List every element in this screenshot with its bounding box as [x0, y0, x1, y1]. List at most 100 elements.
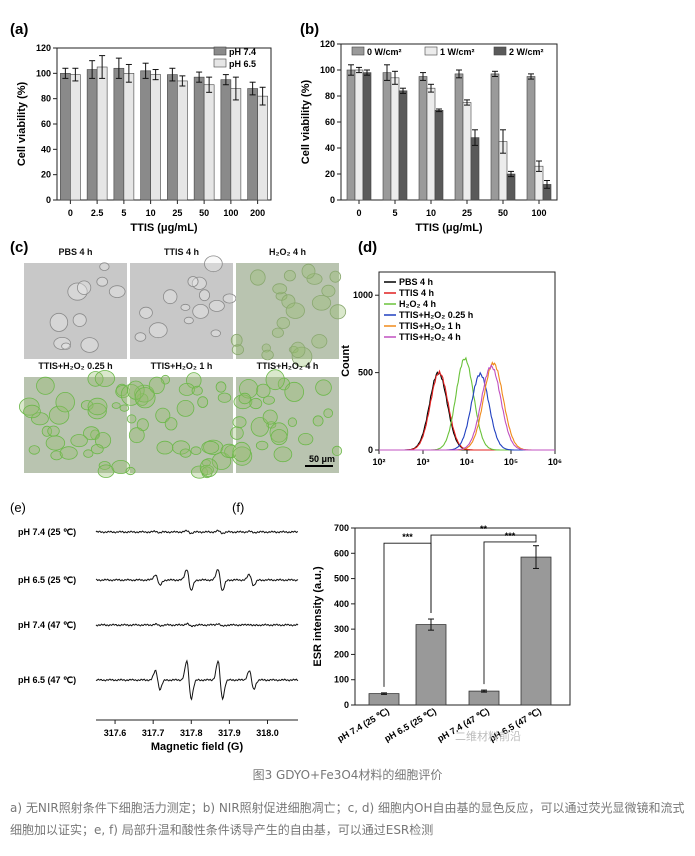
- cell-outline: [285, 302, 305, 319]
- bar: [123, 73, 135, 201]
- panel-label-c: (c): [10, 239, 28, 256]
- y-tick-label: 1000: [353, 290, 373, 300]
- cell-outline: [134, 332, 147, 342]
- cell-outline: [178, 382, 196, 396]
- cell-outline: [231, 344, 244, 356]
- cell-outline: [191, 385, 203, 396]
- bar: [434, 110, 444, 201]
- micrograph-image: TTIS 4 h: [130, 247, 237, 359]
- bar: [230, 88, 242, 201]
- chart-e-esr-spectra: pH 7.4 (25 ℃) pH 6.5 (25 ℃) pH 7.4 (47 ℃) p…: [18, 527, 299, 753]
- plot-frame: [340, 43, 558, 201]
- chart-f-esr-intensity: 0 100 200 300 400 500 600 700 ESR intensity (a.u…: [312, 523, 571, 744]
- scale-bar-label: 50 μm: [308, 454, 335, 464]
- legend-label: TTIS+H₂O₂ 1 h: [399, 321, 461, 331]
- cell-outline: [125, 466, 136, 476]
- x-tick-label: 0: [68, 208, 73, 218]
- micrograph-cells: [230, 369, 343, 466]
- cell-outline: [199, 289, 211, 302]
- bar: [247, 88, 258, 201]
- y-tick-label: 200: [334, 649, 349, 659]
- bar: [257, 95, 268, 201]
- micrograph-image: TTIS+H₂O₂ 1 h: [120, 361, 238, 479]
- cell-outline: [19, 397, 40, 416]
- y-tick-label: 80: [325, 91, 335, 101]
- watermark: 二维材料前沿: [455, 730, 521, 743]
- cell-outline: [99, 262, 110, 272]
- cell-outline: [331, 445, 343, 457]
- cell-outline: [291, 346, 313, 367]
- chart-b-cell-viability-nir: 0 20 40 60 80 100 120 0 5 10 25 50 100 TTIS (μg/mL) Ce…: [300, 39, 558, 234]
- micrograph-label: TTIS+H₂O₂ 4 h: [256, 361, 319, 371]
- cell-outline: [76, 280, 92, 295]
- x-tick-label: 10²: [372, 457, 385, 467]
- x-tick-label: 25: [462, 208, 472, 218]
- legend-label: TTIS+H₂O₂ 0.25 h: [399, 310, 473, 320]
- y-tick-label: 100: [36, 68, 51, 78]
- micrograph-image: PBS 4 h: [24, 247, 127, 359]
- cell-outline: [312, 415, 324, 427]
- micrograph-label: TTIS+H₂O₂ 0.25 h: [38, 361, 113, 371]
- x-tick-label: 200: [250, 208, 265, 218]
- micrograph-image: TTIS+H₂O₂ 0.25 h: [19, 361, 131, 478]
- x-tick-label: 100: [223, 208, 238, 218]
- bar: [354, 69, 364, 201]
- bar: [362, 72, 372, 201]
- cell-outline: [61, 342, 71, 350]
- cell-outline: [96, 276, 108, 287]
- cell-outline: [164, 417, 178, 431]
- legend-label: 1 W/cm²: [440, 47, 475, 57]
- esr-trace: [95, 529, 298, 535]
- cell-outline: [329, 270, 342, 283]
- cell-outline: [311, 334, 328, 349]
- cell-outline: [287, 417, 298, 427]
- esr-trace: [95, 622, 299, 628]
- esr-trace: [95, 659, 299, 701]
- scale-bar: [305, 465, 333, 467]
- micrograph-cells: [134, 255, 237, 342]
- cell-outline: [180, 303, 191, 311]
- bar: [398, 90, 408, 201]
- cell-outline: [94, 370, 116, 387]
- cell-outline: [163, 289, 178, 305]
- x-tick-label: 100: [531, 208, 546, 218]
- cell-outline: [230, 333, 243, 347]
- cell-outline: [215, 381, 227, 393]
- y-tick-label: 120: [320, 39, 335, 49]
- bar: [60, 73, 71, 201]
- x-tick-label: 10⁵: [504, 457, 518, 467]
- significance-label: ***: [402, 532, 413, 542]
- bar: [418, 76, 428, 201]
- x-tick-label: 10³: [416, 457, 429, 467]
- y-tick-label: 300: [334, 624, 349, 634]
- cell-outline: [55, 392, 75, 413]
- spectrum-label: pH 7.4 (47 ℃): [18, 620, 76, 630]
- legend-label: pH 7.4: [229, 47, 256, 57]
- cell-outline: [208, 300, 225, 312]
- cell-outline: [148, 376, 165, 395]
- cell-outline: [284, 381, 305, 402]
- bar: [468, 690, 500, 706]
- cell-outline: [120, 383, 142, 406]
- legend-label: H₂O₂ 4 h: [399, 299, 436, 309]
- x-tick-label: 10⁴: [460, 457, 474, 467]
- panel-label-e: (e): [10, 500, 26, 515]
- x-tick-label: pH 6.5 (25 ℃): [383, 706, 438, 744]
- cell-outline: [232, 446, 253, 466]
- cell-outline: [321, 284, 336, 298]
- cell-outline: [72, 313, 87, 327]
- cell-outline: [115, 385, 131, 399]
- cell-outline: [191, 276, 207, 290]
- plot-frame: [354, 527, 571, 706]
- y-tick-label: 80: [41, 94, 51, 104]
- y-tick-label: 400: [334, 599, 349, 609]
- cell-outline: [281, 294, 296, 309]
- bar: [150, 74, 161, 201]
- cell-outline: [36, 376, 55, 395]
- micrograph-cells: [120, 372, 238, 479]
- cell-outline: [53, 337, 72, 350]
- cell-outline: [232, 416, 247, 429]
- cell-outline: [179, 448, 192, 458]
- spectrum-label: pH 7.4 (25 ℃): [18, 527, 76, 537]
- y-tick-label: 100: [320, 65, 335, 75]
